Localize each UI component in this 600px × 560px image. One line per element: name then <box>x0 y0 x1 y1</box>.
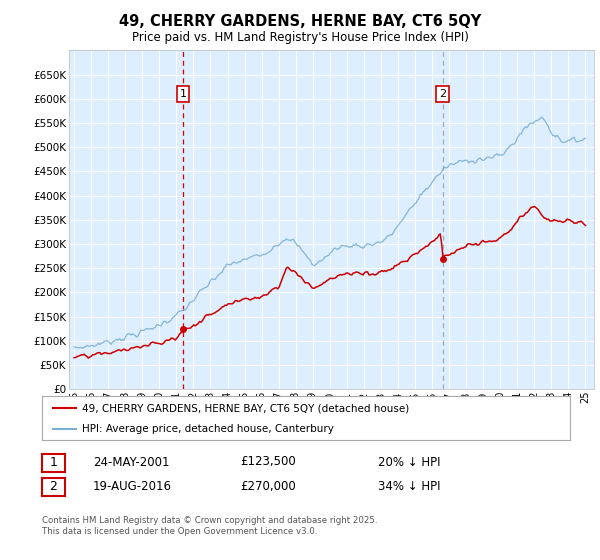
Text: 19-AUG-2016: 19-AUG-2016 <box>93 479 172 493</box>
Text: 24-MAY-2001: 24-MAY-2001 <box>93 455 170 469</box>
Text: 34% ↓ HPI: 34% ↓ HPI <box>378 479 440 493</box>
Text: 2: 2 <box>439 89 446 99</box>
Text: 49, CHERRY GARDENS, HERNE BAY, CT6 5QY (detached house): 49, CHERRY GARDENS, HERNE BAY, CT6 5QY (… <box>82 403 409 413</box>
Text: HPI: Average price, detached house, Canterbury: HPI: Average price, detached house, Cant… <box>82 424 334 433</box>
Text: 20% ↓ HPI: 20% ↓ HPI <box>378 455 440 469</box>
Text: £123,500: £123,500 <box>240 455 296 469</box>
Text: 1: 1 <box>49 456 58 469</box>
Text: 2: 2 <box>49 480 58 493</box>
Text: £270,000: £270,000 <box>240 479 296 493</box>
Text: Price paid vs. HM Land Registry's House Price Index (HPI): Price paid vs. HM Land Registry's House … <box>131 31 469 44</box>
Text: Contains HM Land Registry data © Crown copyright and database right 2025.
This d: Contains HM Land Registry data © Crown c… <box>42 516 377 536</box>
Text: 49, CHERRY GARDENS, HERNE BAY, CT6 5QY: 49, CHERRY GARDENS, HERNE BAY, CT6 5QY <box>119 14 481 29</box>
Text: 1: 1 <box>179 89 187 99</box>
